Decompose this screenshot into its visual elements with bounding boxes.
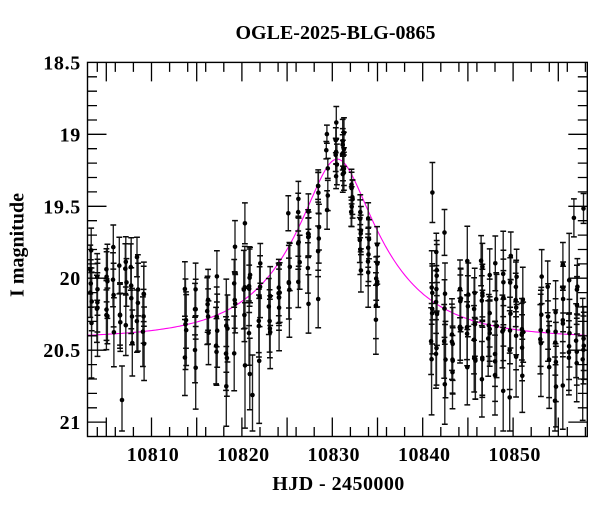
svg-text:20: 20 — [60, 268, 81, 290]
svg-text:10840: 10840 — [398, 444, 451, 466]
svg-text:18.5: 18.5 — [43, 52, 81, 74]
svg-text:21: 21 — [60, 412, 81, 434]
svg-text:10850: 10850 — [488, 444, 541, 466]
svg-text:OGLE-2025-BLG-0865: OGLE-2025-BLG-0865 — [235, 22, 435, 44]
svg-text:10810: 10810 — [127, 444, 180, 466]
svg-text:19: 19 — [60, 124, 81, 146]
svg-text:I magnitude: I magnitude — [7, 193, 29, 297]
svg-text:20.5: 20.5 — [43, 340, 81, 362]
svg-text:10830: 10830 — [308, 444, 361, 466]
svg-text:HJD - 2450000: HJD - 2450000 — [272, 473, 405, 495]
svg-text:19.5: 19.5 — [43, 196, 81, 218]
svg-text:10820: 10820 — [217, 444, 270, 466]
